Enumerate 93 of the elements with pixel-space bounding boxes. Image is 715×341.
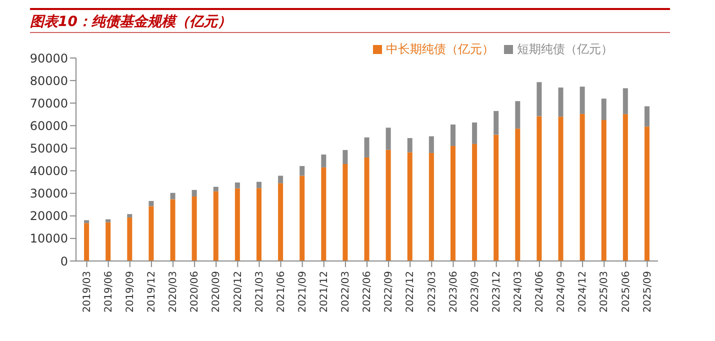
bar [494, 134, 499, 261]
x-tick-label: 2024/12 [578, 271, 589, 313]
bar [213, 191, 218, 261]
bar [342, 150, 348, 164]
bar [472, 144, 478, 261]
x-tick-label: 2023/12 [491, 271, 502, 313]
bar [515, 101, 520, 129]
bar [558, 116, 564, 261]
bar [234, 188, 240, 261]
x-tick-label: 2021/12 [318, 271, 330, 313]
bar [558, 88, 564, 117]
x-tick-label: 2023/06 [448, 271, 460, 313]
bar [580, 114, 585, 261]
bar [450, 124, 456, 146]
bar [192, 196, 197, 261]
bar [622, 114, 628, 261]
y-tick-label: 40000 [30, 164, 68, 178]
bar [472, 122, 478, 144]
bar [494, 111, 499, 135]
y-tick-label: 60000 [30, 118, 68, 133]
bar [300, 166, 305, 176]
bar [407, 152, 412, 261]
bar [644, 126, 650, 261]
x-tick-label: 2025/03 [599, 271, 610, 313]
bar [148, 201, 154, 206]
bar [148, 206, 154, 261]
bar [622, 88, 628, 114]
bar [321, 154, 326, 168]
x-tick-label: 2019/09 [124, 271, 136, 313]
x-tick-label: 2020/09 [211, 271, 222, 313]
x-tick-label: 2021/03 [254, 271, 266, 313]
x-tick-label: 2025/09 [642, 271, 654, 313]
bar [278, 183, 284, 261]
y-tick-label: 0 [60, 254, 68, 268]
x-tick-label: 2021/06 [276, 271, 287, 313]
bar [84, 220, 90, 224]
y-tick-label: 10000 [30, 232, 68, 246]
bar [386, 128, 391, 150]
x-tick-label: 2019/03 [82, 271, 93, 313]
bar [342, 164, 348, 261]
x-tick-label: 2019/12 [146, 271, 158, 313]
x-tick-label: 2023/09 [470, 271, 481, 313]
bar [170, 199, 176, 261]
x-tick-label: 2019/06 [103, 271, 114, 313]
bar [515, 128, 520, 261]
y-tick-label: 50000 [30, 141, 68, 156]
bar [450, 146, 456, 261]
bar [364, 137, 370, 158]
x-tick-label: 2024/09 [556, 271, 568, 313]
bar [580, 86, 585, 114]
bar [127, 217, 132, 261]
y-tick-label: 80000 [30, 74, 68, 88]
bar [127, 214, 132, 218]
bar [644, 106, 650, 127]
bar [170, 192, 176, 200]
bar [256, 188, 262, 261]
x-tick-label: 2021/09 [297, 271, 308, 313]
bar [428, 136, 434, 153]
legend-label: 中长期纯债（亿元） [386, 42, 494, 56]
x-tick-label: 2025/06 [620, 271, 632, 313]
bar [536, 82, 542, 116]
bar [364, 157, 370, 261]
bar [84, 223, 90, 261]
x-tick-label: 2022/03 [340, 271, 352, 313]
x-tick-label: 2020/12 [232, 271, 244, 313]
x-tick-label: 2023/03 [426, 271, 438, 313]
bar [536, 116, 542, 261]
bar [213, 186, 218, 192]
y-tick-label: 70000 [30, 96, 68, 110]
chart-title: 图表10：纯债基金规模（亿元） [30, 14, 232, 30]
bar [278, 176, 284, 184]
bar [321, 167, 326, 261]
y-tick-label: 30000 [30, 186, 68, 201]
x-tick-label: 2022/09 [384, 271, 395, 313]
bar [386, 150, 391, 261]
x-tick-label: 2020/06 [190, 271, 201, 313]
x-tick-label: 2020/03 [168, 271, 180, 313]
bar [601, 120, 606, 261]
bar [256, 182, 262, 188]
bar [192, 190, 197, 196]
y-tick-label: 90000 [30, 51, 68, 66]
y-tick-label: 20000 [30, 209, 68, 224]
bar [300, 176, 305, 261]
x-tick-label: 2022/12 [405, 271, 416, 313]
bar [234, 182, 240, 188]
x-tick-label: 2022/06 [362, 271, 374, 313]
bar [428, 152, 434, 261]
x-tick-label: 2024/06 [534, 271, 546, 313]
bar [407, 138, 412, 152]
legend-label: 短期纯债（亿元） [517, 42, 613, 56]
x-tick-label: 2024/03 [512, 271, 524, 313]
bar [106, 222, 111, 261]
bar [601, 98, 606, 120]
